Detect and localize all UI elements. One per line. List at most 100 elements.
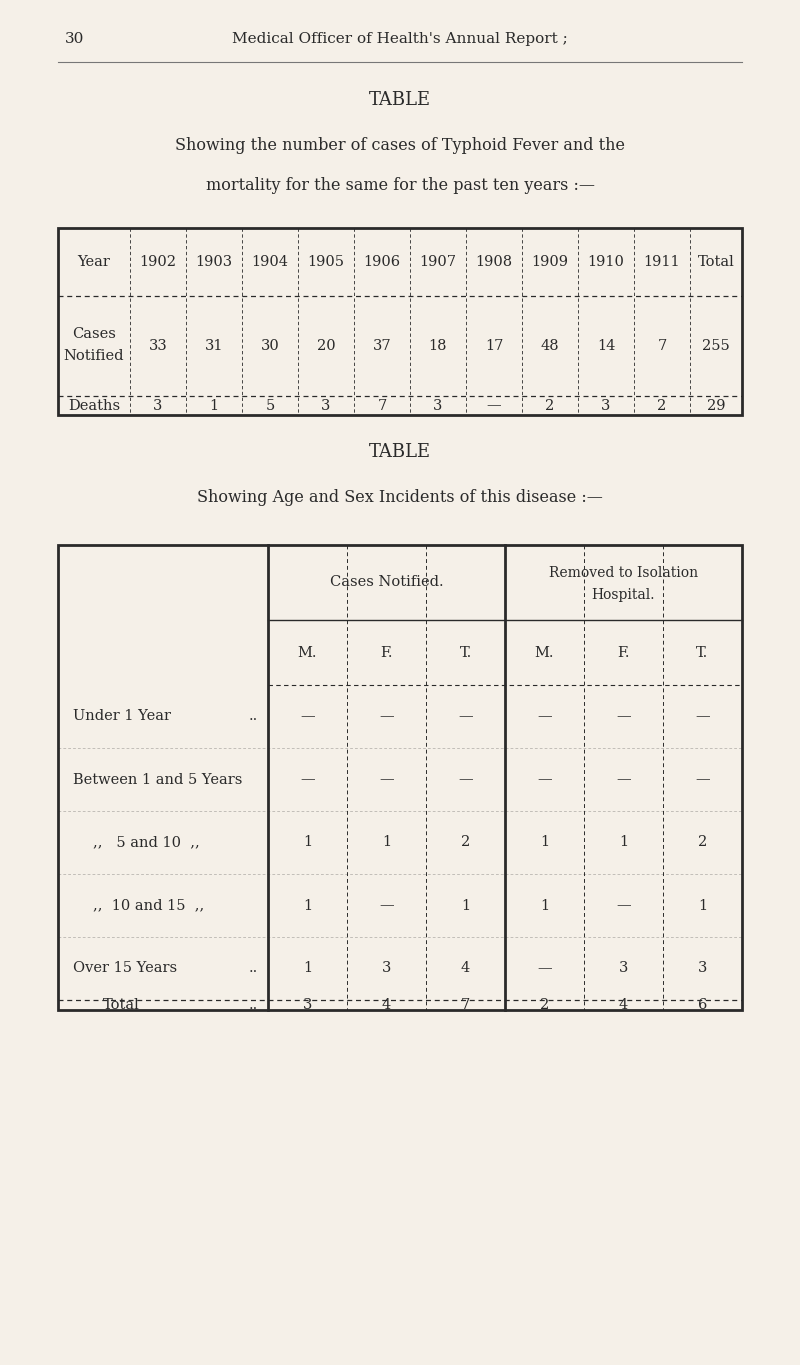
Text: ..: .. xyxy=(249,998,258,1011)
Text: T.: T. xyxy=(696,646,709,659)
Text: Notified: Notified xyxy=(64,349,124,363)
Text: —: — xyxy=(379,710,394,723)
Text: Hospital.: Hospital. xyxy=(592,587,655,602)
Text: Year: Year xyxy=(78,255,110,269)
Text: 18: 18 xyxy=(429,339,447,354)
Text: 2: 2 xyxy=(461,835,470,849)
Text: 3: 3 xyxy=(602,399,610,412)
Text: TABLE: TABLE xyxy=(369,444,431,461)
Text: —: — xyxy=(537,961,552,976)
Text: 1902: 1902 xyxy=(139,255,177,269)
Text: 5: 5 xyxy=(266,399,274,412)
Text: 3: 3 xyxy=(382,961,391,976)
Text: 3: 3 xyxy=(154,399,162,412)
Text: M.: M. xyxy=(298,646,318,659)
Text: 3: 3 xyxy=(303,998,312,1011)
Text: Removed to Isolation: Removed to Isolation xyxy=(549,565,698,580)
Text: ..: .. xyxy=(249,710,258,723)
Text: —: — xyxy=(458,773,473,786)
Text: 1907: 1907 xyxy=(419,255,457,269)
Text: 1: 1 xyxy=(303,898,312,912)
Text: 4: 4 xyxy=(619,998,628,1011)
Text: —: — xyxy=(379,773,394,786)
Text: 17: 17 xyxy=(485,339,503,354)
Text: 1904: 1904 xyxy=(251,255,289,269)
Text: Total: Total xyxy=(698,255,734,269)
Text: —: — xyxy=(616,898,631,912)
Text: F.: F. xyxy=(380,646,393,659)
Text: 2: 2 xyxy=(546,399,554,412)
Text: 4: 4 xyxy=(461,961,470,976)
Text: —: — xyxy=(537,773,552,786)
Text: —: — xyxy=(300,710,315,723)
Bar xyxy=(58,545,742,1010)
Text: Between 1 and 5 Years: Between 1 and 5 Years xyxy=(73,773,242,786)
Text: 1: 1 xyxy=(540,835,549,849)
Text: 6: 6 xyxy=(698,998,707,1011)
Text: M.: M. xyxy=(534,646,554,659)
Text: Total: Total xyxy=(103,998,140,1011)
Text: 1: 1 xyxy=(382,835,391,849)
Text: —: — xyxy=(486,399,502,412)
Text: 1: 1 xyxy=(303,835,312,849)
Text: 1911: 1911 xyxy=(644,255,680,269)
Text: 1906: 1906 xyxy=(363,255,401,269)
Text: Cases: Cases xyxy=(72,328,116,341)
Text: 7: 7 xyxy=(658,339,666,354)
Text: Showing Age and Sex Incidents of this disease :—: Showing Age and Sex Incidents of this di… xyxy=(197,489,603,505)
Text: 1910: 1910 xyxy=(587,255,625,269)
Text: 3: 3 xyxy=(322,399,330,412)
Text: TABLE: TABLE xyxy=(369,91,431,109)
Text: ,,  10 and 15  ,,: ,, 10 and 15 ,, xyxy=(93,898,204,912)
Text: —: — xyxy=(695,710,710,723)
Text: —: — xyxy=(537,710,552,723)
Text: 1903: 1903 xyxy=(195,255,233,269)
Text: 2: 2 xyxy=(698,835,707,849)
Text: —: — xyxy=(616,710,631,723)
Text: 7: 7 xyxy=(461,998,470,1011)
Text: 1905: 1905 xyxy=(307,255,345,269)
Text: mortality for the same for the past ten years :—: mortality for the same for the past ten … xyxy=(206,176,594,194)
Text: Medical Officer of Health's Annual Report ;: Medical Officer of Health's Annual Repor… xyxy=(232,31,568,46)
Text: —: — xyxy=(300,773,315,786)
Text: 7: 7 xyxy=(378,399,386,412)
Text: —: — xyxy=(616,773,631,786)
Text: 30: 30 xyxy=(261,339,279,354)
Text: 4: 4 xyxy=(382,998,391,1011)
Text: F.: F. xyxy=(618,646,630,659)
Text: 1: 1 xyxy=(619,835,628,849)
Text: 2: 2 xyxy=(658,399,666,412)
Text: T.: T. xyxy=(459,646,472,659)
Text: 48: 48 xyxy=(541,339,559,354)
Text: 31: 31 xyxy=(205,339,223,354)
Text: Over 15 Years: Over 15 Years xyxy=(73,961,177,976)
Text: ..: .. xyxy=(249,961,258,976)
Text: —: — xyxy=(379,898,394,912)
Text: 29: 29 xyxy=(706,399,726,412)
Text: 20: 20 xyxy=(317,339,335,354)
Text: 1: 1 xyxy=(540,898,549,912)
Text: Deaths: Deaths xyxy=(68,399,120,412)
Text: 1: 1 xyxy=(698,898,707,912)
Text: 3: 3 xyxy=(698,961,707,976)
Text: —: — xyxy=(458,710,473,723)
Text: 1909: 1909 xyxy=(531,255,569,269)
Text: 1908: 1908 xyxy=(475,255,513,269)
Text: Under 1 Year: Under 1 Year xyxy=(73,710,171,723)
Text: ,,   5 and 10  ,,: ,, 5 and 10 ,, xyxy=(93,835,200,849)
Text: 3: 3 xyxy=(619,961,628,976)
Text: Showing the number of cases of Typhoid Fever and the: Showing the number of cases of Typhoid F… xyxy=(175,136,625,153)
Text: 33: 33 xyxy=(149,339,167,354)
Text: 30: 30 xyxy=(65,31,84,46)
Text: 255: 255 xyxy=(702,339,730,354)
Text: 14: 14 xyxy=(597,339,615,354)
Text: 1: 1 xyxy=(461,898,470,912)
Text: 2: 2 xyxy=(540,998,549,1011)
Text: 1: 1 xyxy=(210,399,218,412)
Text: 37: 37 xyxy=(373,339,391,354)
Text: —: — xyxy=(695,773,710,786)
Text: 3: 3 xyxy=(434,399,442,412)
Text: Cases Notified.: Cases Notified. xyxy=(330,576,443,590)
Text: 1: 1 xyxy=(303,961,312,976)
Bar xyxy=(58,228,742,415)
